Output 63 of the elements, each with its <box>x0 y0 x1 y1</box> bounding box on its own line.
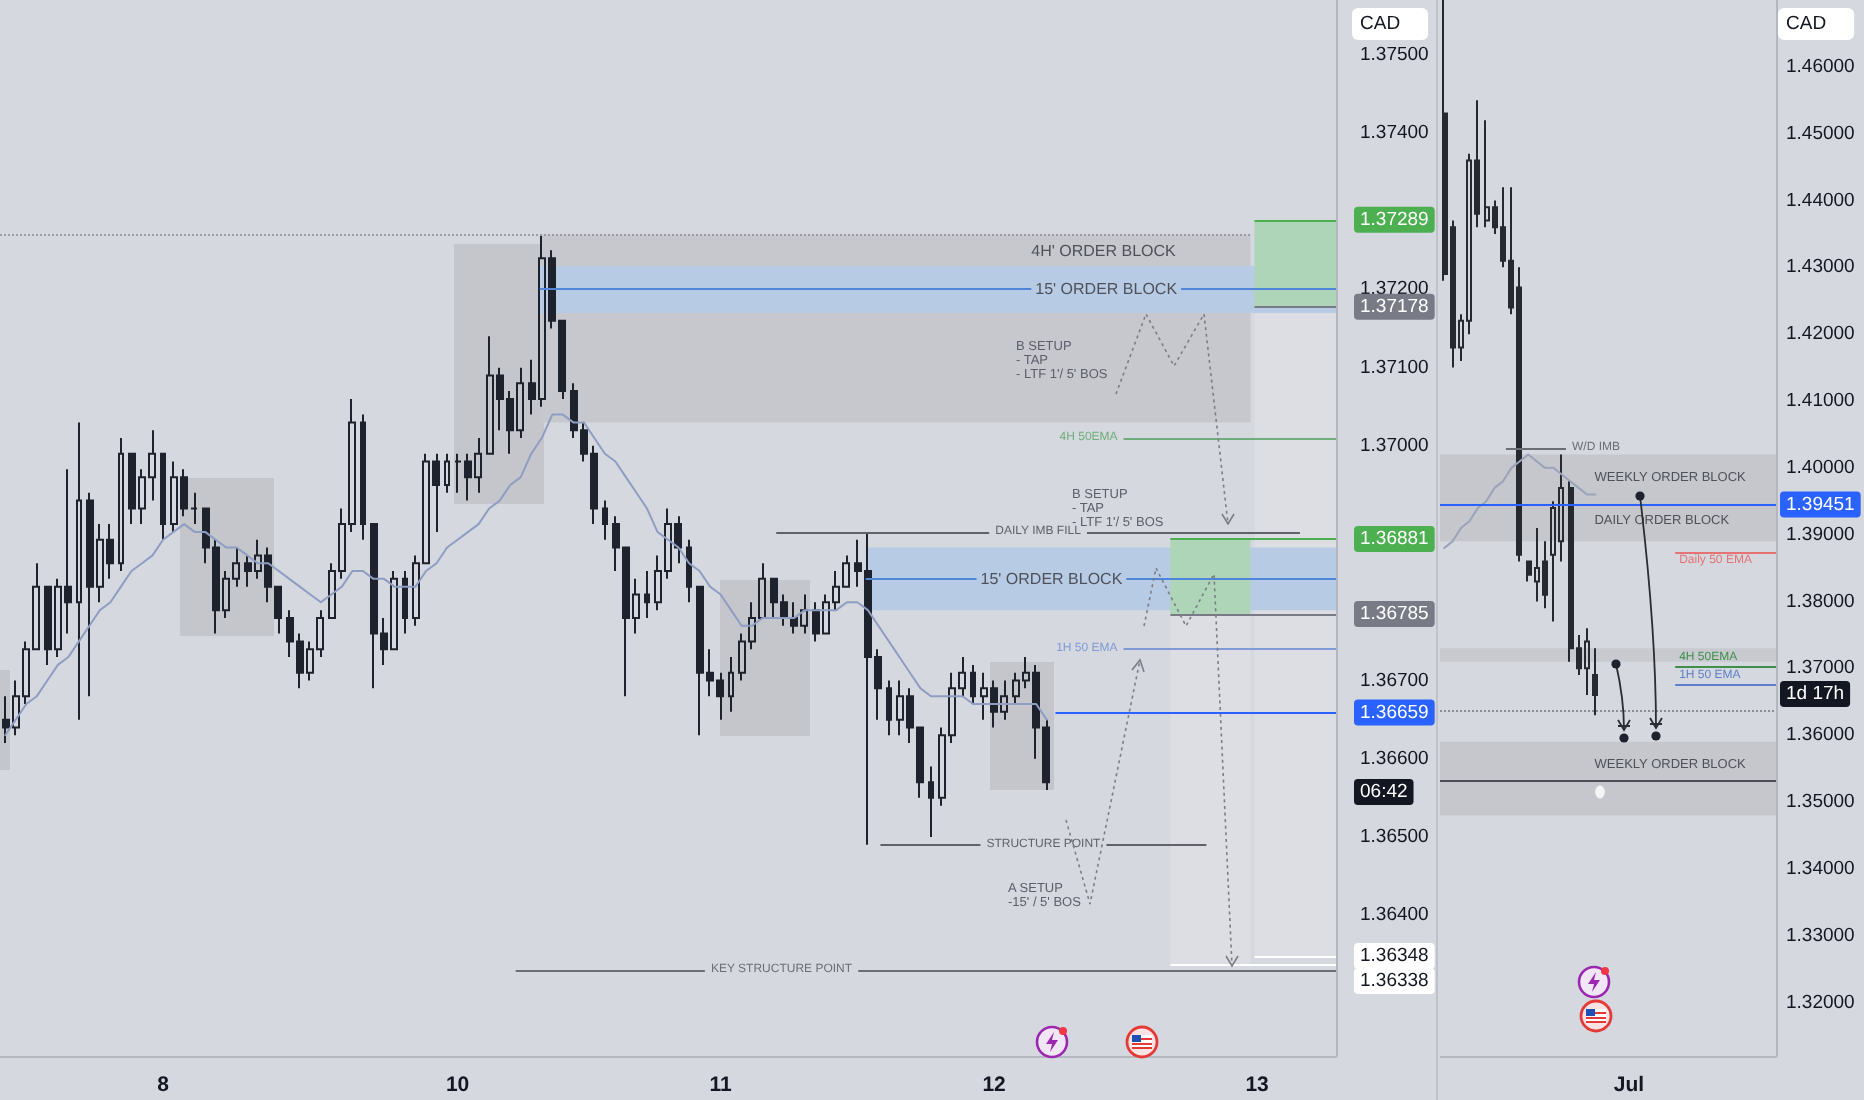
band-label: 4H' ORDER BLOCK <box>1031 241 1178 260</box>
band-label: 15' ORDER BLOCK <box>1035 280 1179 299</box>
candlestick <box>1592 647 1598 717</box>
y-tick-label: 1.37000 <box>1360 434 1429 457</box>
y-tick-label: 1.46000 <box>1786 55 1855 78</box>
y-tick-label: 1.34000 <box>1786 857 1855 880</box>
candlestick <box>360 413 366 541</box>
x-tick-label: 12 <box>982 1073 1007 1097</box>
candlestick <box>76 421 82 721</box>
candlestick <box>928 765 934 838</box>
ref-line-label: 1.36659 <box>1360 701 1429 724</box>
band-label: 15' ORDER BLOCK <box>980 569 1124 588</box>
ref-line-label: 1.37289 <box>1360 208 1429 231</box>
y-tick-label: 1.36600 <box>1360 747 1429 770</box>
candlestick <box>970 663 976 705</box>
x-tick-label: 8 <box>157 1073 170 1097</box>
y-tick-label: 1.43000 <box>1786 256 1855 279</box>
y-tick-label: 1.37000 <box>1786 657 1855 680</box>
y-tick-label: 1.37200 <box>1360 278 1429 301</box>
ref-line-label: 1.36785 <box>1360 603 1429 626</box>
y-tick-label: 1.36700 <box>1360 669 1429 692</box>
y-tick-label: 1.36000 <box>1786 724 1855 747</box>
y-tick-label: 1.44000 <box>1786 189 1855 212</box>
text: 06:42 <box>1360 781 1408 803</box>
candlestick <box>1534 527 1540 603</box>
y-tick-label: 1.38000 <box>1786 590 1855 613</box>
y-tick-label: 1.37100 <box>1360 356 1429 379</box>
x-tick-label: 10 <box>445 1073 470 1097</box>
ref-line-label: 1.39451 <box>1786 493 1855 516</box>
candlestick <box>1584 627 1590 697</box>
y-tick-label: 1.45000 <box>1786 122 1855 145</box>
candlestick <box>886 679 892 737</box>
y-tick-label: 1.41000 <box>1786 390 1855 413</box>
candlestick <box>686 538 692 604</box>
y-tick-label: 1.33000 <box>1786 924 1855 947</box>
x-tick-label: Jul <box>1613 1073 1645 1097</box>
ref-line-label: 1.36348 <box>1360 944 1429 967</box>
y-tick-label: 1.35000 <box>1786 791 1855 814</box>
candlestick <box>444 452 450 494</box>
x-tick-label: 11 <box>709 1073 733 1097</box>
y-tick-label: 1.37400 <box>1360 121 1429 144</box>
candlestick <box>728 656 734 713</box>
ref-line-label: 1.37178 <box>1360 295 1429 318</box>
ref-line-label: 1.36338 <box>1360 969 1429 992</box>
candlestick <box>602 499 608 541</box>
candlestick <box>118 437 124 573</box>
y-tick-label: 1.40000 <box>1786 456 1855 479</box>
x-tick-label: 13 <box>1245 1073 1270 1097</box>
candlestick <box>160 452 166 541</box>
y-tick-label: 1.36500 <box>1360 825 1429 848</box>
text: 1d 17h <box>1786 683 1845 705</box>
line-series <box>1443 453 1597 550</box>
candlestick <box>644 570 650 619</box>
ref-line-label: 1.36881 <box>1360 527 1429 550</box>
y-tick-label: 1.37500 <box>1360 43 1429 66</box>
y-tick-label: 1.36400 <box>1360 904 1429 927</box>
candlestick <box>402 570 408 635</box>
y-axis-title: CAD <box>1786 13 1827 35</box>
y-tick-label: 1.42000 <box>1786 323 1855 346</box>
y-tick-label: 1.32000 <box>1786 991 1855 1014</box>
candlestick <box>1484 119 1490 229</box>
y-tick-label: 1.39000 <box>1786 523 1855 546</box>
y-axis-title: CAD <box>1360 13 1401 35</box>
